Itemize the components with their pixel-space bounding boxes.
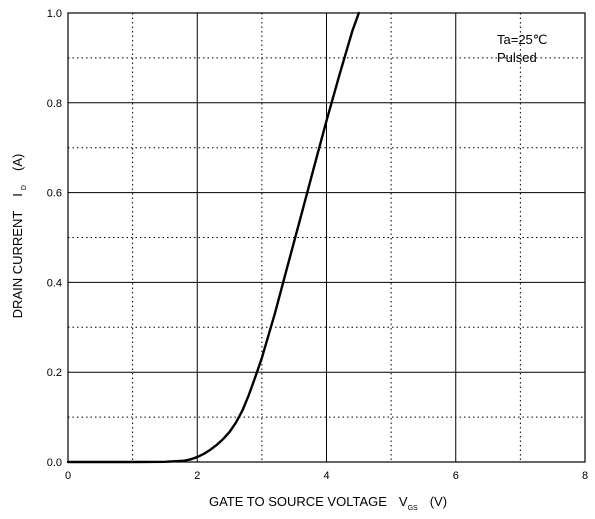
- tick-labels: 0 2 4 6 8 0.0 0.2 0.4 0.6 0.8 1.0: [47, 8, 588, 482]
- annotation-pulsed: Pulsed: [497, 50, 537, 65]
- x-tick-label: 4: [323, 470, 329, 482]
- x-axis-symbol: V: [399, 494, 408, 509]
- grid: [68, 13, 585, 462]
- y-tick-label: 0.0: [47, 457, 62, 469]
- x-axis-label: GATE TO SOURCE VOLTAGE VGS (V): [209, 494, 447, 512]
- x-axis-unit: (V): [430, 494, 447, 509]
- y-tick-label: 0.6: [47, 188, 62, 200]
- y-tick-label: 0.4: [47, 277, 62, 289]
- x-tick-label: 8: [582, 470, 588, 482]
- y-axis-symbol: I: [10, 193, 25, 197]
- annotation-temperature: Ta=25℃: [497, 32, 547, 47]
- y-axis-label: DRAIN CURRENT ID (A): [10, 154, 28, 319]
- y-axis-title: DRAIN CURRENT: [10, 211, 25, 319]
- y-axis-unit: (A): [10, 154, 25, 171]
- x-axis-subscript: GS: [408, 505, 418, 512]
- x-tick-label: 6: [453, 470, 459, 482]
- x-tick-label: 0: [65, 470, 71, 482]
- y-axis-subscript: D: [21, 185, 28, 190]
- x-tick-label: 2: [194, 470, 200, 482]
- series-curve: [66, 11, 361, 464]
- x-axis-title: GATE TO SOURCE VOLTAGE: [209, 494, 387, 509]
- plot-frame: [67, 12, 586, 463]
- y-tick-label: 0.8: [47, 98, 62, 110]
- y-tick-label: 0.2: [47, 367, 62, 379]
- y-tick-label: 1.0: [47, 8, 62, 20]
